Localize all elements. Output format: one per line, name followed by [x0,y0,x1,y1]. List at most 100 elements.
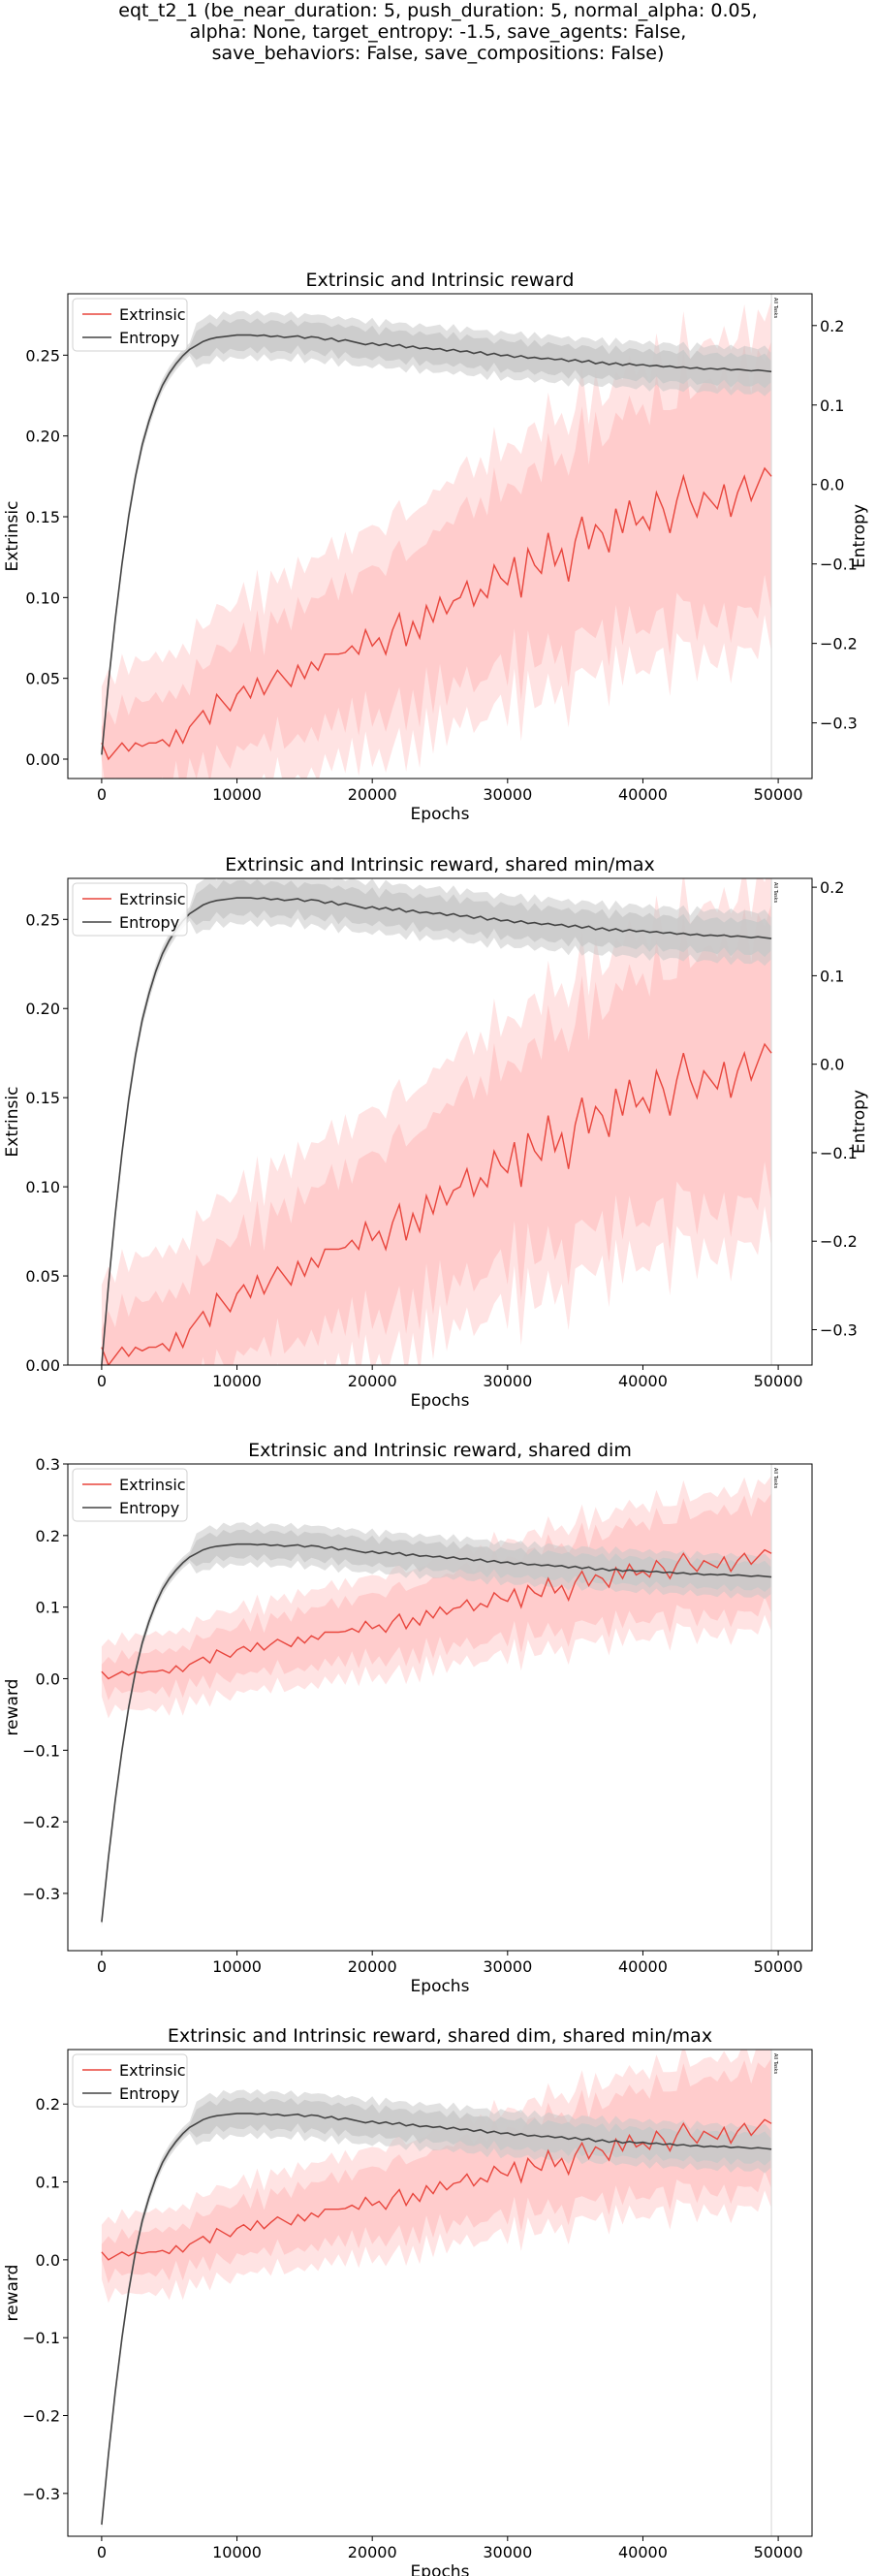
entropy-line [101,2113,772,2526]
all-tasks-label: All Tasks [772,1468,778,1489]
all-tasks-label: All Tasks [772,298,778,319]
x-tick-label: 50000 [754,1957,803,1976]
legend-label-entropy: Entropy [119,1499,179,1517]
legend-label-extrinsic: Extrinsic [119,890,186,908]
suptitle-line-2: alpha: None, target_entropy: -1.5, save_… [189,21,687,43]
extrinsic-line [101,466,772,761]
entropy-band [101,1529,772,1925]
legend: Extrinsic Entropy [72,2053,188,2108]
y-tick-label: 0.25 [25,346,60,365]
legend-label-extrinsic: Extrinsic [119,305,186,324]
extrinsic-band [101,1493,772,1701]
entropy-band [101,318,772,758]
y2-tick-label: 0.1 [820,397,844,415]
y2-tick-label: 0.2 [820,317,844,335]
y-tick-label: 0.0 [36,1670,60,1688]
x-tick-label: 30000 [483,1372,532,1390]
x-axis-label: Epochs [411,2562,470,2576]
y-tick-label: 0.2 [36,1527,60,1545]
x-tick-label: 20000 [348,785,397,804]
y-tick-label: 0.10 [25,588,60,607]
extrinsic-band [101,903,772,1365]
chart-title: Extrinsic and Intrinsic reward, shared m… [225,854,654,875]
x-tick-label: 10000 [212,1372,262,1390]
legend-label-entropy: Entropy [119,2084,179,2103]
suptitle-line-1: eqt_t2_1 (be_near_duration: 5, push_dura… [118,0,758,21]
x-tick-label: 40000 [618,785,668,804]
chart-title: Extrinsic and Intrinsic reward, shared d… [248,1440,632,1461]
y2-tick-label: −0.1 [820,556,858,574]
entropy-line [101,334,772,755]
x-tick-label: 0 [97,1372,107,1390]
plot-area [101,2050,772,2536]
y-tick-label: 0.1 [36,1599,60,1617]
x-axis-label: Epochs [411,1391,470,1411]
legend: Extrinsic Entropy [72,882,188,937]
suptitle-line-3: save_behaviors: False, save_compositions… [211,43,665,64]
y-tick-label: 0.15 [25,508,60,526]
x-tick-label: 10000 [212,1957,262,1976]
extrinsic-band [101,2057,772,2284]
y-axis-label: Extrinsic [3,1087,22,1158]
y-tick-label: 0.0 [36,2251,60,2270]
y-tick-label: 0.00 [25,1356,60,1375]
legend-label-extrinsic: Extrinsic [119,2061,186,2080]
plot-area [101,1464,772,1951]
plot-area [101,294,772,779]
y2-tick-label: 0.0 [820,476,844,494]
y-tick-label: −0.3 [22,1885,60,1903]
axes-frame [67,293,813,779]
chart-panel-2: All Tasks Extrinsic and Intrinsic reward,… [3,854,869,1411]
x-tick-label: 10000 [212,2543,262,2561]
y2-tick-label: −0.2 [820,635,858,653]
x-tick-label: 20000 [348,1372,397,1390]
y2-tick-label: −0.3 [820,1320,858,1339]
extrinsic-line [101,1042,772,1365]
chart-panel-3: All Tasks Extrinsic and Intrinsic reward,… [3,1440,813,1996]
legend-label-entropy: Entropy [119,913,179,932]
all-tasks-label: All Tasks [772,882,778,904]
extrinsic-line [101,1548,772,1680]
chart-title: Extrinsic and Intrinsic reward [306,270,575,291]
y-tick-label: 0.00 [25,750,60,769]
y2-tick-label: −0.2 [820,1232,858,1251]
x-axis-label: Epochs [411,1977,470,1996]
axes-frame [67,1463,813,1952]
x-tick-label: 30000 [483,2543,532,2561]
y-tick-label: 0.20 [25,1000,60,1018]
x-tick-label: 50000 [754,785,803,804]
y2-tick-label: −0.1 [820,1144,858,1162]
all-tasks-label: All Tasks [772,2053,778,2075]
extrinsic-band [101,340,772,779]
legend: Extrinsic Entropy [72,298,188,352]
legend-label-entropy: Entropy [119,329,179,347]
y-tick-label: −0.2 [22,1813,60,1831]
legend-label-extrinsic: Extrinsic [119,1476,186,1494]
chart-title: Extrinsic and Intrinsic reward, shared d… [168,2025,712,2047]
x-tick-label: 40000 [618,1957,668,1976]
entropy-line [101,1542,772,1923]
entropy-line [101,897,772,1365]
y-axis-label: Extrinsic [3,501,22,572]
x-tick-label: 50000 [754,1372,803,1390]
x-tick-label: 20000 [348,2543,397,2561]
chart-panel-1: All Tasks Extrinsic and Intrinsic reward 0… [3,270,869,824]
x-tick-label: 50000 [754,2543,803,2561]
y-axis-label: reward [3,1679,22,1736]
y-tick-label: −0.1 [22,2329,60,2347]
x-tick-label: 0 [97,2543,107,2561]
y-axis-label: reward [3,2265,22,2322]
y-tick-label: −0.3 [22,2485,60,2503]
axes-frame [67,2049,813,2537]
y2-tick-label: 0.0 [820,1056,844,1074]
axes-frame [67,877,813,1366]
y2-tick-label: 0.1 [820,967,844,985]
chart-panel-4: All Tasks Extrinsic and Intrinsic reward,… [3,2025,813,2576]
y2-axis-label: Entropy [850,504,869,568]
y-tick-label: −0.1 [22,1741,60,1760]
y-tick-label: −0.2 [22,2407,60,2426]
y-tick-label: 0.20 [25,428,60,446]
x-tick-label: 40000 [618,1372,668,1390]
x-tick-label: 40000 [618,2543,668,2561]
